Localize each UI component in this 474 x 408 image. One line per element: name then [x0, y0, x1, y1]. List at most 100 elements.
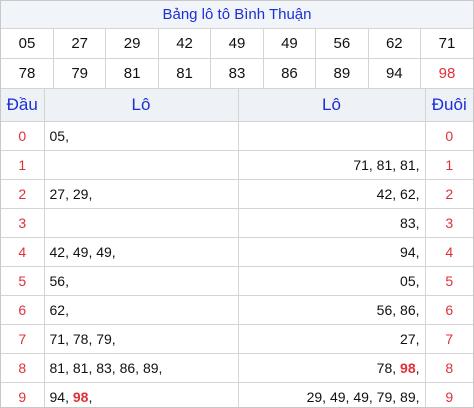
board-title: Bảng lô tô Bình Thuận [1, 1, 473, 29]
loto-number: 56 [376, 302, 393, 318]
duoi-digit: 1 [425, 150, 473, 180]
lo-by-head: 94, 98, [44, 382, 239, 407]
loto-row: 7 71, 78, 79, 27, 7 [1, 324, 473, 354]
lo-by-head: 56, [44, 266, 239, 296]
lo-by-tail: 42, 62, [238, 179, 426, 209]
lo-by-head [44, 150, 239, 180]
loto-row: 4 42, 49, 49, 94, 4 [1, 237, 473, 267]
result-number: 71 [420, 29, 473, 59]
loto-number: 98 [72, 389, 89, 405]
loto-number: 27 [49, 186, 66, 202]
loto-number: 42 [376, 186, 393, 202]
dau-digit: 1 [1, 150, 45, 180]
loto-number: 78 [72, 331, 89, 347]
dau-digit: 7 [1, 324, 45, 354]
dau-digit: 0 [1, 121, 45, 151]
result-number: 29 [105, 29, 159, 59]
result-number: 89 [315, 58, 369, 89]
results-grid: 05 27 29 42 49 49 56 62 71 78 79 81 81 83 86 89 94 98 [1, 29, 473, 89]
duoi-digit: 6 [425, 295, 473, 325]
dau-digit: 6 [1, 295, 45, 325]
loto-row: 5 56, 05, 5 [1, 266, 473, 296]
loto-number: 83 [96, 360, 112, 376]
loto-number: 05 [400, 273, 416, 289]
result-number: 78 [1, 58, 54, 89]
lo-by-head: 62, [44, 295, 239, 325]
lo-by-head: 42, 49, 49, [44, 237, 239, 267]
duoi-digit: 3 [425, 208, 473, 238]
result-number: 27 [53, 29, 107, 59]
loto-row: 1 71, 81, 81, 1 [1, 150, 473, 180]
loto-number: 86 [119, 360, 136, 376]
result-number: 81 [105, 58, 159, 89]
loto-number: 86 [400, 302, 416, 318]
lo-by-tail: 94, [238, 237, 426, 267]
result-number: 62 [368, 29, 422, 59]
loto-number: 49 [96, 244, 112, 260]
header-lo-right: Lô [238, 89, 426, 122]
dau-digit: 3 [1, 208, 45, 238]
loto-number: 05 [49, 128, 66, 144]
lo-by-tail: 27, [238, 324, 426, 354]
duoi-digit: 7 [425, 324, 473, 354]
result-number: 49 [263, 29, 317, 59]
result-number: 49 [210, 29, 264, 59]
loto-number: 71 [49, 331, 66, 347]
loto-row: 8 81, 81, 83, 86, 89, 78, 98, 8 [1, 353, 473, 383]
loto-row: 6 62, 56, 86, 6 [1, 295, 473, 325]
loto-row: 9 94, 98, 29, 49, 49, 79, 89, 9 [1, 382, 473, 407]
loto-number: 78 [376, 360, 393, 376]
loto-number: 27 [400, 331, 416, 347]
duoi-digit: 8 [425, 353, 473, 383]
loto-row: 0 05, 0 [1, 121, 473, 151]
loto-number: 42 [49, 244, 66, 260]
loto-number: 29 [306, 389, 323, 405]
loto-number: 94 [400, 244, 416, 260]
header-lo-left: Lô [44, 89, 239, 122]
loto-number: 81 [376, 157, 393, 173]
results-row-1: 05 27 29 42 49 49 56 62 71 [1, 29, 473, 59]
result-number: 86 [263, 58, 317, 89]
dau-digit: 2 [1, 179, 45, 209]
result-number: 56 [315, 29, 369, 59]
loto-number: 49 [353, 389, 369, 405]
results-row-2: 78 79 81 81 83 86 89 94 98 [1, 58, 473, 89]
loto-header-row: Đầu Lô Lô Đuôi [1, 89, 473, 122]
loto-number: 79 [96, 331, 112, 347]
dau-digit: 8 [1, 353, 45, 383]
duoi-digit: 5 [425, 266, 473, 296]
loto-number: 49 [329, 389, 346, 405]
loto-number: 62 [49, 302, 66, 318]
loto-number: 83 [400, 215, 416, 231]
loto-number: 81 [400, 157, 416, 173]
duoi-digit: 2 [425, 179, 473, 209]
loto-number: 89 [142, 360, 159, 376]
result-number: 83 [210, 58, 264, 89]
result-number: 42 [158, 29, 212, 59]
lo-by-tail: 29, 49, 49, 79, 89, [238, 382, 426, 407]
loto-row: 2 27, 29, 42, 62, 2 [1, 179, 473, 209]
header-duoi: Đuôi [425, 89, 473, 122]
duoi-digit: 9 [425, 382, 473, 407]
lo-by-tail: 56, 86, [238, 295, 426, 325]
lo-by-tail: 71, 81, 81, [238, 150, 426, 180]
loto-number: 56 [49, 273, 66, 289]
loto-number: 62 [400, 186, 416, 202]
duoi-digit: 0 [425, 121, 473, 151]
lo-by-tail [238, 121, 426, 151]
lo-by-tail: 05, [238, 266, 426, 296]
header-dau: Đầu [1, 89, 45, 122]
loto-number: 81 [49, 360, 66, 376]
result-number: 05 [1, 29, 54, 59]
lo-by-head [44, 208, 239, 238]
loto-row: 3 83, 3 [1, 208, 473, 238]
loto-number: 94 [49, 389, 66, 405]
result-number: 98 [420, 58, 473, 89]
lo-by-head: 05, [44, 121, 239, 151]
loto-number: 81 [72, 360, 89, 376]
loto-number: 98 [400, 360, 416, 376]
loto-number: 29 [72, 186, 89, 202]
duoi-digit: 4 [425, 237, 473, 267]
